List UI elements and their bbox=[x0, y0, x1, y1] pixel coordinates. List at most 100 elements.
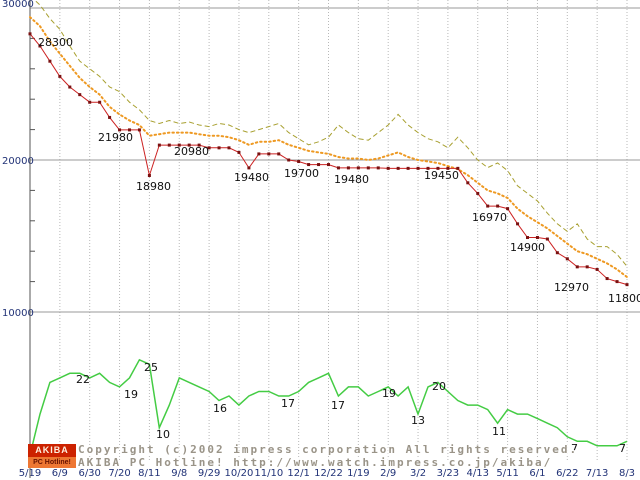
price-label: 19700 bbox=[284, 167, 319, 180]
price-label: 21980 bbox=[98, 131, 133, 144]
lowest-price-marker bbox=[118, 128, 122, 132]
lowest-price-marker bbox=[137, 128, 141, 132]
lowest-price-marker bbox=[327, 163, 330, 167]
shop-count-label: 22 bbox=[76, 373, 90, 386]
lowest-price-marker bbox=[476, 191, 480, 195]
shop-count-label: 19 bbox=[124, 388, 138, 401]
shop-count-line bbox=[29, 358, 628, 456]
shop-count-label: 25 bbox=[144, 361, 158, 374]
price-label: 11800 bbox=[608, 292, 640, 305]
lowest-price-marker bbox=[545, 237, 549, 241]
y-tick-label: 10000 bbox=[2, 308, 34, 319]
x-tick-label: 7/20 bbox=[108, 468, 130, 479]
shop-count-label: 17 bbox=[331, 399, 345, 412]
lowest-price-marker bbox=[48, 59, 52, 63]
x-tick-label: 2/9 bbox=[380, 468, 396, 479]
akiba-logo-text: AKIBA bbox=[28, 444, 76, 457]
price-label: 20980 bbox=[174, 145, 209, 158]
lowest-price-marker bbox=[177, 143, 181, 147]
lowest-price-marker bbox=[257, 152, 261, 156]
akiba-logo-subtext: PC Hotline! bbox=[28, 457, 76, 468]
lowest-price-marker bbox=[506, 207, 510, 211]
shop-count-label: 10 bbox=[156, 428, 170, 441]
lowest-price-marker bbox=[466, 181, 470, 185]
lowest-price-marker bbox=[207, 146, 211, 150]
lowest-price-marker bbox=[227, 146, 231, 150]
shop-count-label: 11 bbox=[492, 425, 506, 438]
lowest-price-marker bbox=[625, 283, 629, 287]
lowest-price-marker bbox=[366, 166, 370, 170]
lowest-price-marker bbox=[555, 251, 559, 255]
price-label: 28300 bbox=[38, 36, 73, 49]
x-tick-label: 4/13 bbox=[467, 468, 489, 479]
footer: Copyright (c)2002 impress corporation Al… bbox=[78, 443, 578, 469]
x-tick-label: 9/29 bbox=[198, 468, 220, 479]
lowest-price-marker bbox=[98, 100, 102, 104]
x-tick-label: 10/20 bbox=[225, 468, 254, 479]
x-tick-label: 11/10 bbox=[254, 468, 283, 479]
lowest-price-marker bbox=[416, 166, 420, 170]
lowest-price-marker bbox=[346, 166, 350, 170]
lowest-price-marker bbox=[237, 150, 241, 154]
lowest-price-marker bbox=[128, 128, 131, 132]
x-tick-label: 6/22 bbox=[556, 468, 578, 479]
lowest-price-marker bbox=[277, 152, 281, 156]
lowest-price-marker bbox=[516, 222, 520, 226]
lowest-price-marker bbox=[486, 204, 490, 208]
y-tick-label: 30000 bbox=[2, 0, 34, 10]
shop-count-label: 7 bbox=[619, 442, 626, 455]
price-label: 12970 bbox=[554, 281, 589, 294]
lowest-price-marker bbox=[58, 74, 62, 78]
lowest-price-marker bbox=[406, 166, 410, 170]
lowest-price-marker bbox=[535, 236, 539, 240]
lowest-price-marker bbox=[396, 166, 400, 170]
lowest-price-marker bbox=[108, 115, 112, 119]
lowest-price-marker bbox=[247, 166, 251, 170]
lowest-price-marker bbox=[595, 267, 599, 271]
lowest-price-marker bbox=[356, 166, 360, 170]
shop-count-label: 16 bbox=[213, 402, 227, 415]
price-label: 19480 bbox=[334, 173, 369, 186]
shop-count-label: 19 bbox=[382, 387, 396, 400]
lowest-price-marker bbox=[426, 166, 430, 170]
lowest-price-marker bbox=[526, 236, 529, 240]
lowest-price-marker bbox=[386, 166, 390, 170]
x-tick-label: 9/8 bbox=[171, 468, 187, 479]
copyright-text: Copyright (c)2002 impress corporation Al… bbox=[78, 443, 579, 456]
x-tick-label: 3/2 bbox=[410, 468, 426, 479]
lowest-price-marker bbox=[317, 163, 321, 167]
shop-count-label: 20 bbox=[432, 380, 446, 393]
lowest-price-marker bbox=[496, 204, 500, 208]
price-label: 19450 bbox=[424, 169, 459, 182]
shop-count-label: 7 bbox=[571, 442, 578, 455]
lowest-price-marker bbox=[287, 158, 291, 162]
lowest-price-marker bbox=[187, 143, 191, 147]
lowest-price-marker bbox=[585, 265, 589, 269]
x-tick-label: 6/30 bbox=[78, 468, 100, 479]
x-tick-label: 3/23 bbox=[437, 468, 459, 479]
x-tick-label: 6/9 bbox=[52, 468, 68, 479]
akiba-logo: AKIBA PC Hotline! bbox=[28, 444, 76, 468]
site-url-text: AKIBA PC Hotline! http://www.watch.impre… bbox=[78, 456, 553, 469]
lowest-price-marker bbox=[217, 146, 221, 150]
x-tick-label: 5/11 bbox=[496, 468, 518, 479]
x-tick-label: 12/22 bbox=[314, 468, 343, 479]
price-label: 16970 bbox=[472, 211, 507, 224]
average-price-line bbox=[29, 16, 628, 278]
x-tick-label: 1/19 bbox=[347, 468, 369, 479]
lowest-price-marker bbox=[575, 265, 579, 269]
highest-price-line bbox=[33, 0, 628, 267]
lowest-price-marker bbox=[307, 163, 311, 167]
lowest-price-marker bbox=[68, 85, 72, 89]
price-label: 18980 bbox=[136, 180, 171, 193]
lowest-price-marker bbox=[167, 143, 171, 147]
price-label: 14900 bbox=[510, 241, 545, 254]
lowest-price-marker bbox=[197, 143, 201, 147]
lowest-price-marker bbox=[446, 166, 450, 170]
y-tick-label: 20000 bbox=[2, 156, 34, 167]
lowest-price-marker bbox=[376, 166, 380, 170]
lowest-price-marker bbox=[267, 152, 271, 156]
lowest-price-marker bbox=[436, 166, 440, 170]
